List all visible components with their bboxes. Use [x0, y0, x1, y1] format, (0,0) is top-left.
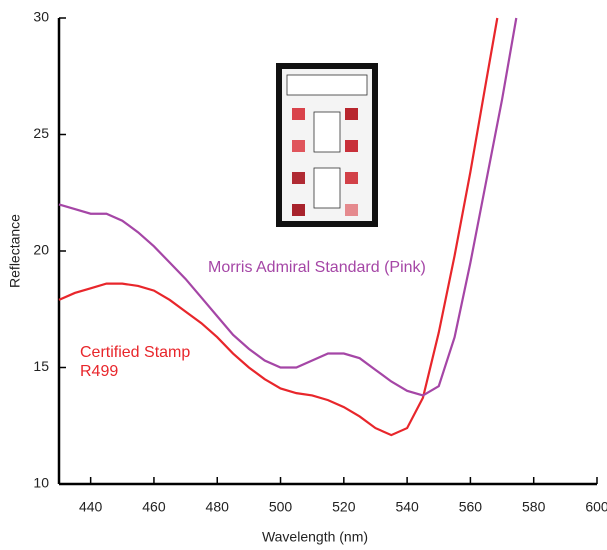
x-tick-label: 480: [206, 499, 230, 515]
x-tick-label: 440: [79, 499, 103, 515]
data-line: [58, 17, 499, 437]
x-tick-label: 540: [395, 499, 419, 515]
series-label: Certified Stamp R499: [80, 344, 191, 380]
y-tick-label: 15: [33, 358, 49, 374]
data-line: [58, 17, 518, 397]
y-axis-label: Reflectance: [7, 214, 23, 288]
series-label: Morris Admiral Standard (Pink): [208, 259, 426, 276]
x-axis-label: Wavelength (nm): [262, 529, 368, 545]
inset-image: [276, 63, 378, 227]
y-tick-label: 30: [33, 9, 49, 25]
x-tick-label: 560: [459, 499, 483, 515]
x-tick-label: 600: [585, 499, 607, 515]
y-tick-label: 10: [33, 475, 49, 491]
x-tick-label: 500: [269, 499, 293, 515]
x-tick-label: 520: [332, 499, 356, 515]
x-tick-label: 580: [522, 499, 546, 515]
x-tick-label: 460: [142, 499, 166, 515]
y-tick-label: 25: [33, 125, 49, 141]
y-tick-label: 20: [33, 242, 49, 258]
